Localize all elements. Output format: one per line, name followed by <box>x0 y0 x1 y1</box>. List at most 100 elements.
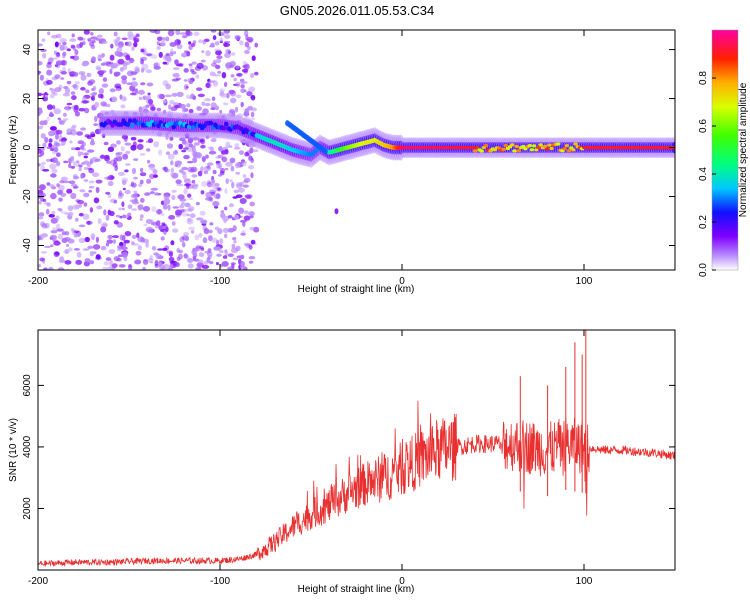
ridge-core <box>547 143 552 147</box>
noise-speckle <box>75 217 79 222</box>
noise-speckle <box>113 71 121 77</box>
noise-speckle <box>176 247 180 253</box>
noise-speckle <box>235 171 241 175</box>
noise-speckle <box>201 50 205 53</box>
noise-speckle <box>134 66 140 73</box>
noise-speckle <box>38 264 42 268</box>
noise-speckle <box>92 91 98 95</box>
noise-speckle <box>196 106 202 111</box>
noise-speckle <box>127 36 134 40</box>
noise-speckle <box>73 233 78 238</box>
noise-speckle <box>130 136 137 141</box>
noise-speckle <box>201 180 208 187</box>
noise-speckle <box>202 237 208 244</box>
noise-speckle <box>161 222 166 226</box>
noise-speckle <box>83 30 90 35</box>
noise-speckle <box>140 197 145 203</box>
noise-speckle <box>224 249 228 253</box>
noise-speckle <box>94 158 101 162</box>
noise-speckle <box>181 149 187 153</box>
noise-speckle <box>102 222 108 226</box>
noise-speckle <box>38 213 43 218</box>
noise-speckle <box>87 81 93 86</box>
noise-speckle <box>208 80 212 84</box>
noise-speckle <box>250 239 256 245</box>
noise-speckle <box>242 174 247 178</box>
ridge-core <box>501 147 506 151</box>
noise-speckle <box>54 251 60 256</box>
snr-x-tick-label: 0 <box>399 576 405 587</box>
ridge-core <box>510 143 515 147</box>
noise-speckle <box>160 200 165 206</box>
spectrogram-frame <box>37 29 676 271</box>
noise-speckle <box>195 74 200 79</box>
spectrogram-x-tick-label: 100 <box>576 276 593 287</box>
noise-speckle <box>100 101 107 107</box>
noise-speckle <box>160 40 166 47</box>
noise-speckle <box>137 204 144 211</box>
noise-speckle <box>72 160 80 167</box>
noise-speckle <box>196 62 204 69</box>
noise-speckle <box>69 140 73 144</box>
noise-speckle <box>181 201 185 205</box>
ridge-core <box>169 120 174 126</box>
noise-speckle <box>102 266 110 270</box>
noise-speckle <box>214 41 220 46</box>
noise-speckle <box>56 161 61 167</box>
noise-speckle <box>140 58 145 65</box>
noise-speckle <box>111 96 118 103</box>
noise-speckle <box>38 235 42 241</box>
ridge-core <box>521 144 526 149</box>
noise-speckle <box>117 41 124 48</box>
noise-speckle <box>139 153 146 156</box>
noise-speckle <box>60 77 65 80</box>
spectrogram-x-tick-label: -100 <box>210 276 230 287</box>
noise-speckle <box>38 60 43 66</box>
noise-speckle <box>58 184 65 192</box>
noise-speckle <box>85 89 90 94</box>
noise-speckle <box>242 64 248 69</box>
noise-speckle <box>125 150 131 154</box>
noise-speckle <box>73 230 80 234</box>
noise-speckle <box>83 192 90 198</box>
noise-speckle <box>192 157 198 164</box>
noise-speckle <box>193 183 197 186</box>
noise-speckle <box>68 180 76 185</box>
noise-speckle <box>229 203 234 208</box>
noise-speckle <box>146 82 154 87</box>
ridge-core <box>514 144 519 149</box>
noise-speckle <box>117 171 126 176</box>
noise-speckle <box>90 133 96 138</box>
noise-speckle <box>127 204 133 209</box>
noise-speckle <box>233 77 237 82</box>
noise-speckle <box>160 212 165 216</box>
noise-speckle <box>107 180 114 187</box>
noise-speckle <box>210 102 217 109</box>
noise-speckle <box>70 165 75 169</box>
noise-speckle <box>99 54 104 59</box>
noise-speckle <box>209 189 217 194</box>
noise-speckle <box>215 193 221 200</box>
noise-speckle <box>201 264 210 269</box>
noise-speckle <box>169 172 174 176</box>
noise-speckle <box>130 193 138 199</box>
noise-speckle <box>45 208 50 215</box>
noise-speckle <box>162 61 167 65</box>
noise-speckle <box>194 234 200 241</box>
noise-speckle <box>56 152 61 157</box>
ridge-core <box>475 145 480 150</box>
noise-speckle <box>196 87 203 91</box>
noise-speckle <box>59 38 67 43</box>
noise-speckle <box>104 156 110 162</box>
noise-speckle <box>162 99 167 104</box>
noise-speckle <box>180 212 188 217</box>
noise-speckle <box>86 72 92 78</box>
noise-speckle <box>130 81 138 87</box>
snr-x-tick-label: 100 <box>576 576 593 587</box>
noise-speckle <box>105 242 109 247</box>
noise-speckle <box>70 44 76 49</box>
noise-speckle <box>103 209 107 216</box>
noise-speckle <box>168 104 172 110</box>
noise-speckle <box>128 264 132 268</box>
